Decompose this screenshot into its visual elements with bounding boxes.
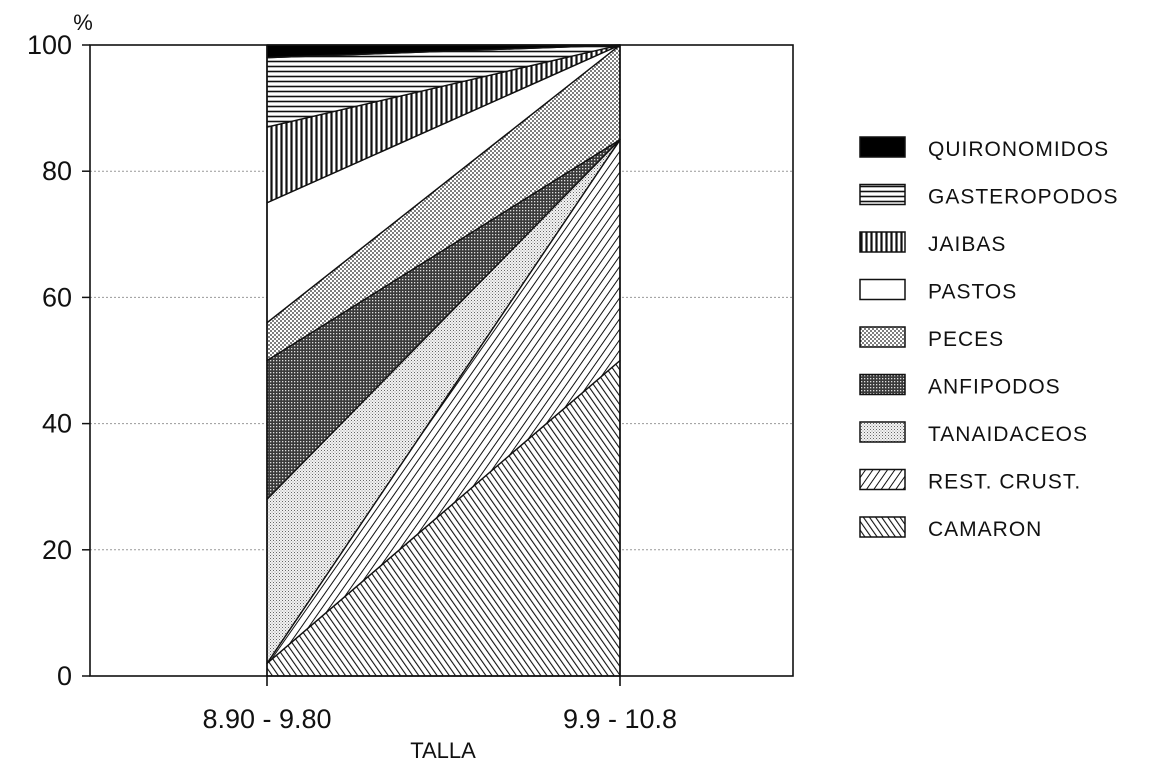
y-tick-label: 0 [57, 661, 72, 691]
y-tick-label: 40 [42, 409, 72, 439]
legend-swatch-tanaidaceos [859, 421, 906, 443]
legend-label-jaibas: JAIBAS [928, 233, 1006, 256]
legend-swatch-camaron [859, 516, 906, 538]
legend-label-quironomidos: QUIRONOMIDOS [928, 138, 1109, 161]
legend-label-peces: PECES [928, 328, 1004, 351]
x-tick-label: 8.90 - 9.80 [202, 704, 331, 734]
y-axis-title: % [73, 10, 93, 35]
plot-frame [89, 44, 794, 677]
stacked-areas [266, 44, 621, 677]
legend-swatch-quironomidos [859, 136, 906, 158]
y-tick-label: 60 [42, 282, 72, 312]
legend: QUIRONOMIDOS GASTEROPODOS JAIBAS PASTOS PECE… [859, 136, 1119, 541]
legend-label-pastos: PASTOS [928, 281, 1017, 304]
legend-swatch-peces [859, 326, 906, 348]
gridlines [90, 170, 793, 551]
legend-swatch-rest-crust [859, 468, 906, 491]
x-tick-label: 9.9 - 10.8 [563, 704, 677, 734]
legend-swatch-gasteropodos [859, 183, 906, 206]
x-axis-title: TALLA [410, 738, 476, 763]
y-tick-label: 100 [27, 30, 72, 60]
legend-label-rest-crust: REST. CRUST. [928, 471, 1081, 494]
legend-swatch-anfipodos [859, 373, 906, 396]
legend-label-gasteropodos: GASTEROPODOS [928, 186, 1119, 209]
legend-label-tanaidaceos: TANAIDACEOS [928, 423, 1088, 446]
legend-label-anfipodos: ANFIPODOS [928, 376, 1061, 399]
legend-swatch-jaibas [859, 231, 906, 253]
legend-label-camaron: CAMARON [928, 518, 1042, 541]
y-tick-label: 80 [42, 156, 72, 186]
axes: 0 20 40 60 80 100 8.90 - 9.80 9.9 - 10.8 [27, 30, 794, 734]
legend-swatch-pastos [859, 278, 906, 301]
y-tick-label: 20 [42, 535, 72, 565]
